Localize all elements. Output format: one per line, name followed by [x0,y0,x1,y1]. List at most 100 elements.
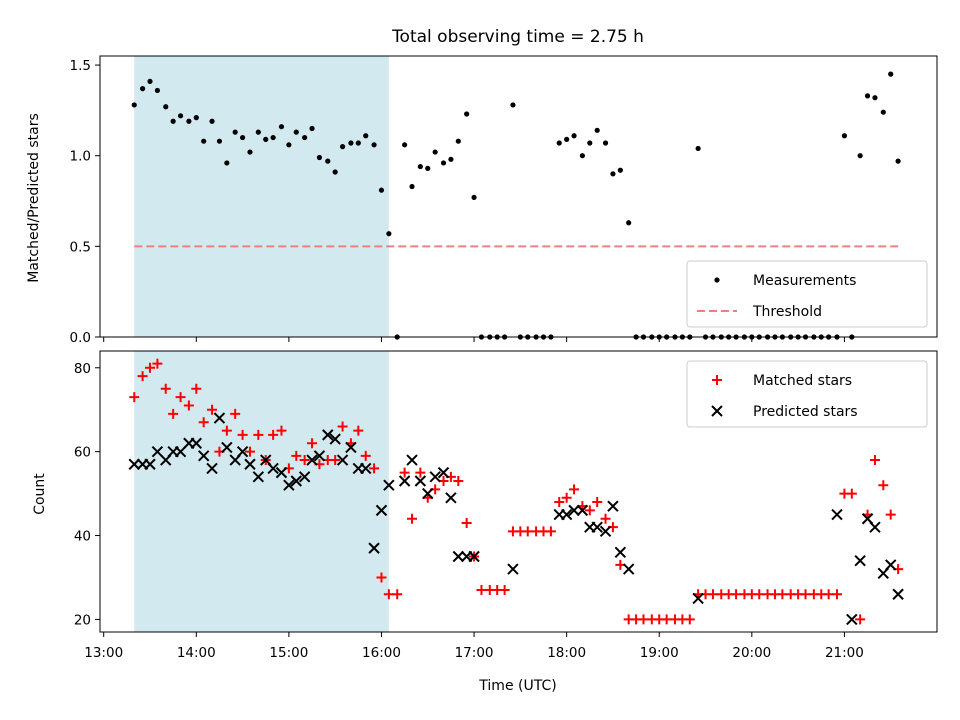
data-point [298,471,311,483]
data-point [614,546,627,559]
data-point [270,134,276,141]
data-point [576,504,589,517]
data-point [872,95,878,101]
data-point [316,154,323,161]
x-tick-label: 21:00 [825,645,864,661]
x-tick-label: 13:00 [84,645,123,661]
data-point [175,392,186,403]
data-point [823,589,834,600]
data-point [360,450,371,461]
data-point [198,417,209,428]
legend: Matched stars Predicted stars [686,360,928,428]
panels: 0.0 0.5 1.0 1.5 Measurements Threshold 20 40 60 8… [70,55,938,661]
data-point [455,138,461,144]
data-point [415,467,426,478]
axes-frame [99,55,938,338]
data-point [191,383,202,394]
data-point [622,563,635,575]
data-point [591,521,603,533]
data-point [432,149,438,155]
series-predicted-stars [128,412,904,626]
data-point [360,462,372,475]
data-point [263,136,269,142]
data-point [429,471,441,483]
data-point [895,158,901,164]
data-point [437,466,450,479]
data-point [267,462,279,475]
data-point [230,408,241,419]
data-point [236,445,249,458]
data-point [160,383,171,394]
x-tick-label: 18:00 [547,645,586,661]
data-point [291,450,302,461]
data-point [617,167,623,173]
data-point [206,462,218,475]
data-point [355,140,361,146]
axes-frame [99,350,938,633]
y-tick-label: 80 [74,361,91,377]
data-point [445,492,457,504]
data-point [602,140,609,146]
y-tick-label: 0.0 [70,330,91,346]
data-point [368,542,380,554]
data-point [409,183,415,190]
data-point [414,475,427,487]
x-tick-label: 15:00 [269,645,308,661]
y-tick-label: 40 [74,529,91,545]
data-point [244,458,256,470]
data-point [186,118,192,124]
x-tick-label: 17:00 [455,645,494,661]
data-point [353,425,364,436]
data-point [376,572,387,583]
data-point [237,429,248,440]
data-point [464,111,470,117]
data-point [594,127,600,133]
y-axis-label-top: Matched/Predicted stars [26,113,42,283]
data-point [568,504,580,517]
data-point [163,104,169,110]
data-point [147,78,153,84]
data-point [422,487,434,500]
legend-marker [711,405,723,417]
y-axis-label-bottom: Count [32,473,48,515]
data-point [453,476,464,487]
data-point [592,496,603,507]
legend: Measurements Threshold [686,260,928,328]
panel-count: 20 40 60 80 13:00 14:00 15:00 16:00 17:00 18:00 19… [74,350,938,661]
data-point [471,194,477,201]
data-point [507,563,519,575]
legend-label: Measurements [753,273,856,289]
data-point [275,466,288,479]
data-point [864,93,871,99]
panel-ratio: 0.0 0.5 1.0 1.5 Measurements Threshold [70,55,938,346]
data-point [869,455,880,466]
data-point [151,445,164,458]
data-point [213,412,226,424]
data-point [290,475,302,487]
data-point [193,115,199,121]
x-tick-label: 14:00 [177,645,216,661]
y-tick-label: 0.5 [70,239,91,255]
data-point [569,484,580,495]
data-point [610,171,616,177]
data-point [137,371,148,382]
data-point [345,441,357,454]
data-point [556,140,562,146]
data-point [880,109,886,115]
data-point [407,513,418,524]
data-point [336,454,349,466]
series-matched-stars [129,358,904,625]
data-point [128,458,140,470]
data-point [363,133,369,139]
data-point [554,496,565,507]
data-point [375,504,388,517]
data-point [307,438,318,449]
data-point [139,86,146,92]
data-point [313,450,326,462]
data-point [452,550,465,563]
data-point [129,392,140,403]
data-point [587,140,593,146]
data-point [276,425,287,436]
data-point [253,429,264,440]
